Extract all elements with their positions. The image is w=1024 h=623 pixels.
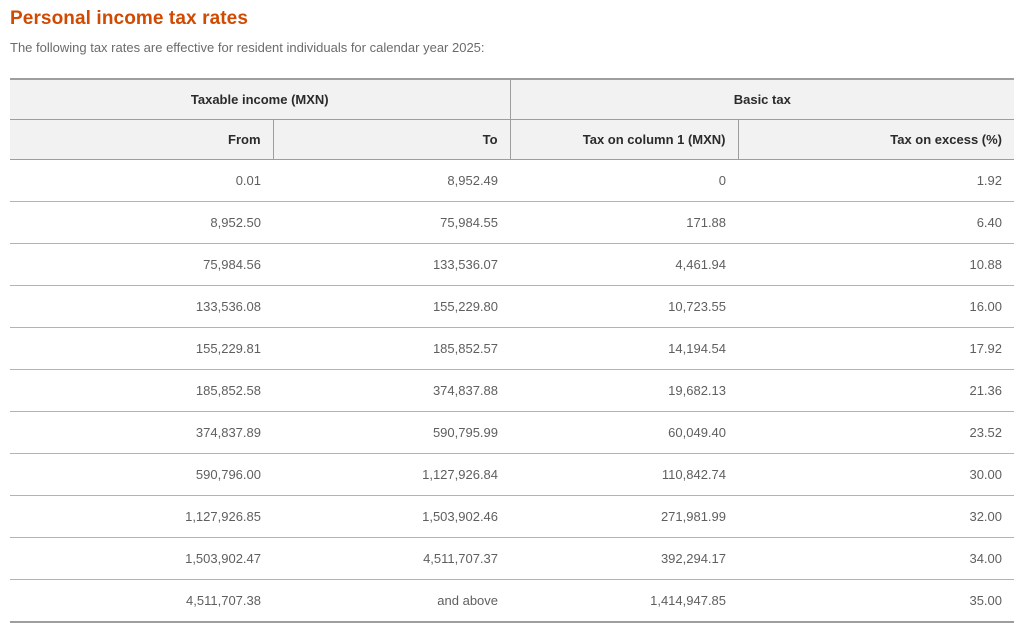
column-header-to: To <box>272 119 511 160</box>
table-row: 133,536.08 155,229.80 10,723.55 16.00 <box>10 285 1015 328</box>
table-cell-tax-on-column-1: 392,294.17 <box>510 537 739 580</box>
table-cell-from: 0.01 <box>10 159 273 202</box>
table-cell-tax-on-column-1: 171.88 <box>510 201 739 244</box>
table-cell-to: 8,952.49 <box>273 159 511 202</box>
table-cell-tax-on-column-1: 14,194.54 <box>510 327 739 370</box>
table-cell-tax-on-excess: 6.40 <box>738 201 1015 244</box>
table-cell-to: 133,536.07 <box>273 243 511 286</box>
table-row: 1,127,926.85 1,503,902.46 271,981.99 32.00 <box>10 495 1015 538</box>
page-title: Personal income tax rates <box>10 8 248 29</box>
column-header-tax-on-excess: Tax on excess (%) <box>737 119 1015 160</box>
table-cell-tax-on-excess: 32.00 <box>738 495 1015 538</box>
table-cell-from: 1,503,902.47 <box>10 537 273 580</box>
table-cell-from: 374,837.89 <box>10 411 273 454</box>
table-cell-tax-on-excess: 34.00 <box>738 537 1015 580</box>
table-cell-to: 155,229.80 <box>273 285 511 328</box>
table-row: 590,796.00 1,127,926.84 110,842.74 30.00 <box>10 453 1015 496</box>
table-cell-to: 1,127,926.84 <box>273 453 511 496</box>
table-cell-tax-on-excess: 35.00 <box>738 579 1015 622</box>
table-cell-to: 590,795.99 <box>273 411 511 454</box>
table-row: 0.01 8,952.49 0 1.92 <box>10 159 1015 202</box>
table-cell-to: 374,837.88 <box>273 369 511 412</box>
table-row: 185,852.58 374,837.88 19,682.13 21.36 <box>10 369 1015 412</box>
table-row: 4,511,707.38 and above 1,414,947.85 35.00 <box>10 579 1015 622</box>
table-row: 155,229.81 185,852.57 14,194.54 17.92 <box>10 327 1015 370</box>
table-cell-tax-on-column-1: 0 <box>510 159 739 202</box>
table-cell-tax-on-excess: 16.00 <box>738 285 1015 328</box>
table-row: 374,837.89 590,795.99 60,049.40 23.52 <box>10 411 1015 454</box>
table-cell-tax-on-excess: 17.92 <box>738 327 1015 370</box>
table-cell-from: 133,536.08 <box>10 285 273 328</box>
table-cell-to: 75,984.55 <box>273 201 511 244</box>
column-header-tax-on-column-1: Tax on column 1 (MXN) <box>509 119 739 160</box>
table-cell-from: 75,984.56 <box>10 243 273 286</box>
page-subtitle: The following tax rates are effective fo… <box>10 40 485 55</box>
table-cell-tax-on-column-1: 10,723.55 <box>510 285 739 328</box>
column-header-row: From To Tax on column 1 (MXN) Tax on exc… <box>10 119 1015 160</box>
table-cell-tax-on-column-1: 19,682.13 <box>510 369 739 412</box>
table-row: 1,503,902.47 4,511,707.37 392,294.17 34.00 <box>10 537 1015 580</box>
group-header-basic-tax: Basic tax <box>509 79 1015 120</box>
tax-table-body: 0.01 8,952.49 0 1.92 8,952.50 75,984.55 171.88… <box>10 159 1015 622</box>
table-cell-tax-on-column-1: 1,414,947.85 <box>510 579 739 622</box>
table-cell-to: 1,503,902.46 <box>273 495 511 538</box>
table-cell-tax-on-column-1: 4,461.94 <box>510 243 739 286</box>
table-header: Taxable income (MXN) Basic tax From To T… <box>10 79 1015 160</box>
group-header-taxable-income: Taxable income (MXN) <box>10 79 511 120</box>
table-cell-to: 185,852.57 <box>273 327 511 370</box>
table-cell-to: 4,511,707.37 <box>273 537 511 580</box>
table-cell-tax-on-excess: 10.88 <box>738 243 1015 286</box>
tax-rates-table: Taxable income (MXN) Basic tax From To T… <box>10 78 1015 623</box>
table-cell-from: 1,127,926.85 <box>10 495 273 538</box>
table-cell-tax-on-excess: 21.36 <box>738 369 1015 412</box>
table-cell-tax-on-column-1: 271,981.99 <box>510 495 739 538</box>
table-cell-from: 4,511,707.38 <box>10 579 273 622</box>
table-cell-tax-on-excess: 23.52 <box>738 411 1015 454</box>
table-cell-tax-on-excess: 30.00 <box>738 453 1015 496</box>
table-cell-from: 8,952.50 <box>10 201 273 244</box>
table-row: 8,952.50 75,984.55 171.88 6.40 <box>10 201 1015 244</box>
table-cell-from: 155,229.81 <box>10 327 273 370</box>
table-cell-tax-on-excess: 1.92 <box>738 159 1015 202</box>
table-cell-tax-on-column-1: 110,842.74 <box>510 453 739 496</box>
group-header-row: Taxable income (MXN) Basic tax <box>10 79 1015 120</box>
column-header-from: From <box>10 119 273 160</box>
table-cell-tax-on-column-1: 60,049.40 <box>510 411 739 454</box>
table-row: 75,984.56 133,536.07 4,461.94 10.88 <box>10 243 1015 286</box>
table-cell-to: and above <box>273 579 511 622</box>
table-cell-from: 590,796.00 <box>10 453 273 496</box>
table-cell-from: 185,852.58 <box>10 369 273 412</box>
